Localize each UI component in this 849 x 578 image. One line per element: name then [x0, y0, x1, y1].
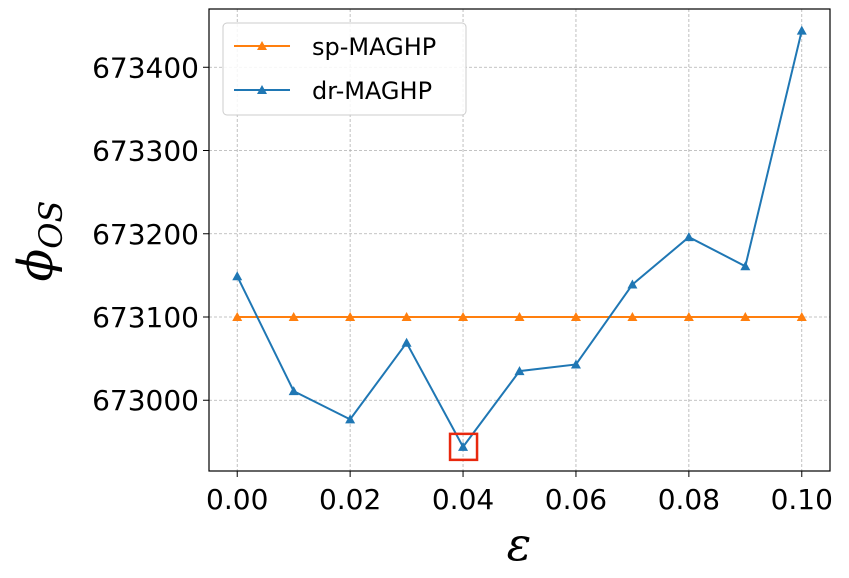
data-point-sp-maghp: [570, 312, 581, 321]
data-point-dr-maghp: [401, 337, 412, 347]
legend-label-dr-maghp: dr-MAGHP: [312, 77, 432, 105]
data-point-sp-maghp: [288, 312, 299, 321]
data-point-sp-maghp: [627, 312, 638, 321]
series-sp-maghp: [232, 312, 807, 321]
plot-frame: [208, 8, 831, 472]
data-point-dr-maghp: [345, 414, 356, 424]
legend-marker-dr-maghp: [257, 85, 267, 94]
data-point-dr-maghp: [683, 232, 694, 242]
data-point-dr-maghp: [514, 366, 525, 376]
legend-label-sp-maghp: sp-MAGHP: [312, 33, 436, 61]
x-tick-label: 0.02: [319, 483, 381, 516]
data-point-sp-maghp: [740, 312, 751, 321]
x-tick-label: 0.04: [432, 483, 494, 516]
legend-marker-sp-maghp: [257, 41, 267, 50]
series-dr-maghp: [232, 25, 807, 451]
legend: sp-MAGHP dr-MAGHP: [222, 22, 467, 116]
y-tick-label: 673000: [92, 384, 199, 417]
data-point-sp-maghp: [232, 312, 243, 321]
axis-ticks: 0.00 0.02 0.04 0.06 0.08 0.10 673000 673100 6732…: [92, 51, 833, 516]
y-tick-label: 673300: [92, 135, 199, 168]
x-tick-label: 0.10: [771, 483, 833, 516]
data-point-dr-maghp: [627, 279, 638, 289]
data-point-sp-maghp: [345, 312, 356, 321]
data-point-sp-maghp: [683, 312, 694, 321]
data-point-dr-maghp: [458, 441, 469, 451]
data-point-dr-maghp: [740, 261, 751, 271]
y-axis-title: ϕOS: [8, 201, 70, 282]
x-tick-label: 0.08: [658, 483, 720, 516]
y-axis-title-symbol: ϕ: [8, 249, 64, 282]
data-point-dr-maghp: [288, 386, 299, 396]
x-axis-title: ε: [507, 517, 532, 571]
data-point-dr-maghp: [232, 271, 243, 281]
data-point-dr-maghp: [570, 359, 581, 369]
highlight-layer: [448, 432, 479, 462]
data-point-sp-maghp: [796, 312, 807, 321]
y-tick-label: 673200: [92, 218, 199, 251]
y-tick-label: 673100: [92, 301, 199, 334]
series-layer: [232, 25, 807, 451]
data-point-sp-maghp: [458, 312, 469, 321]
data-point-sp-maghp: [514, 312, 525, 321]
svg-text:ϕOS: ϕOS: [8, 201, 70, 282]
y-tick-label: 673400: [92, 51, 199, 84]
y-axis-title-subscript: OS: [32, 201, 70, 249]
x-tick-label: 0.00: [206, 483, 268, 516]
data-point-dr-maghp: [796, 25, 807, 35]
x-tick-label: 0.06: [545, 483, 607, 516]
highlight-box: [448, 432, 479, 462]
data-point-sp-maghp: [401, 312, 412, 321]
